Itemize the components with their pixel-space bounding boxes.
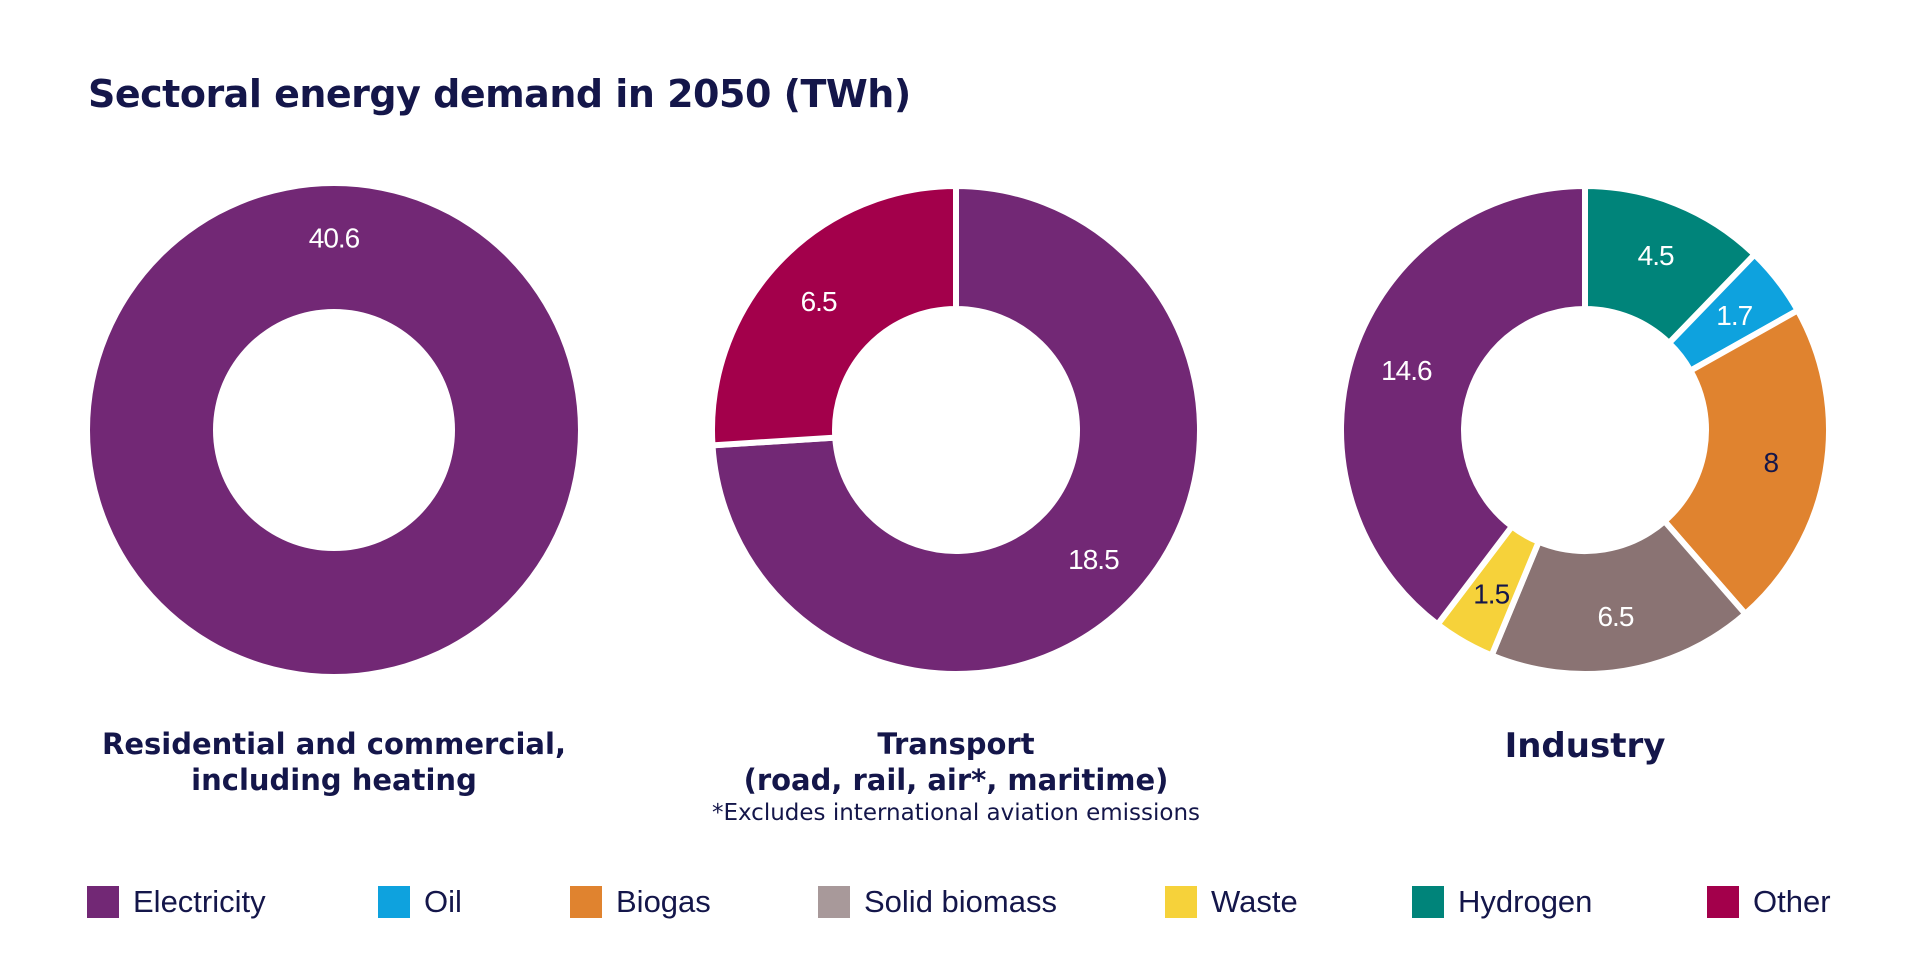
legend: Electricity Oil Biogas Solid biomass Waste Hy… bbox=[0, 884, 1920, 924]
data-label: 1.5 bbox=[1473, 579, 1509, 610]
legend-item: Oil bbox=[378, 884, 462, 920]
data-label: 6.5 bbox=[1597, 601, 1633, 632]
legend-swatch bbox=[818, 886, 850, 918]
slice-solid-biomass bbox=[1487, 516, 1750, 677]
legend-label: Other bbox=[1753, 884, 1831, 919]
slice-biogas bbox=[1660, 306, 1832, 619]
data-label: 1.7 bbox=[1716, 300, 1752, 331]
data-label: 14.6 bbox=[1381, 355, 1432, 386]
caption-line: including heating bbox=[191, 763, 477, 797]
slice-electricity bbox=[90, 186, 578, 674]
legend-swatch bbox=[570, 886, 602, 918]
legend-swatch bbox=[87, 886, 119, 918]
chart-title: Sectoral energy demand in 2050 (TWh) bbox=[88, 72, 911, 116]
legend-item: Waste bbox=[1165, 884, 1298, 920]
donut-2: 4.5 1.7 8 6.5 1.5 14.6 bbox=[1338, 182, 1832, 677]
caption-line: (road, rail, air*, maritime) bbox=[743, 763, 1169, 797]
legend-label: Biogas bbox=[616, 884, 711, 919]
caption-residential: Residential and commercial, including he… bbox=[34, 726, 634, 798]
data-label: 8 bbox=[1763, 447, 1778, 478]
caption-note: *Excludes international aviation emissio… bbox=[711, 800, 1201, 826]
caption-line: Residential and commercial, bbox=[102, 727, 566, 761]
legend-item: Solid biomass bbox=[818, 884, 1057, 920]
slice-electricity bbox=[1338, 182, 1588, 629]
legend-item: Hydrogen bbox=[1412, 884, 1592, 920]
legend-swatch bbox=[1707, 886, 1739, 918]
legend-item: Electricity bbox=[87, 884, 266, 920]
data-label: 40.6 bbox=[309, 223, 360, 254]
legend-swatch bbox=[378, 886, 410, 918]
legend-label: Electricity bbox=[133, 884, 266, 919]
legend-label: Hydrogen bbox=[1458, 884, 1593, 919]
legend-swatch bbox=[1165, 886, 1197, 918]
donut-0: 40.6 bbox=[90, 186, 578, 674]
legend-item: Biogas bbox=[570, 884, 711, 920]
slice-other bbox=[709, 182, 959, 449]
donut-1: 18.5 6.5 bbox=[709, 182, 1203, 677]
data-label: 4.5 bbox=[1638, 240, 1674, 271]
caption-industry: Industry bbox=[1285, 728, 1885, 764]
legend-label: Oil bbox=[424, 884, 462, 919]
legend-label: Solid biomass bbox=[864, 884, 1057, 919]
data-label: 18.5 bbox=[1068, 544, 1119, 575]
legend-item: Other bbox=[1707, 884, 1831, 920]
caption-transport: Transport (road, rail, air*, maritime) *… bbox=[656, 726, 1256, 828]
caption-line: Transport bbox=[877, 727, 1035, 761]
legend-swatch bbox=[1412, 886, 1444, 918]
caption-line: Industry bbox=[1504, 726, 1666, 766]
data-label: 6.5 bbox=[801, 286, 837, 317]
slice-electricity bbox=[709, 182, 1203, 677]
legend-label: Waste bbox=[1211, 884, 1298, 919]
